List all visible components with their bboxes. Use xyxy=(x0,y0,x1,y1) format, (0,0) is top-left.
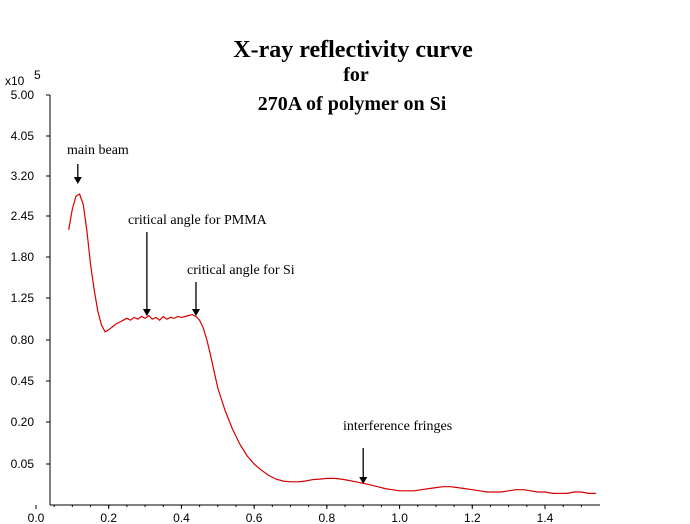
y-tick-label: 0.05 xyxy=(11,457,35,471)
x-tick-label: 0.0 xyxy=(28,511,45,524)
annotation-arrow-head xyxy=(191,309,200,316)
chart-title-line-1: X-ray reflectivity curve xyxy=(233,37,473,63)
y-tick-label: 0.20 xyxy=(11,415,35,429)
y-tick-label: 3.20 xyxy=(11,169,35,183)
x-tick-label: 1.2 xyxy=(464,511,481,524)
x-axis-ticks: 0.0 0.2 0.4 0.6 0.8 1.0 1.2 1.4 xyxy=(28,505,582,524)
x-tick-label: 1.0 xyxy=(391,511,408,524)
y-multiplier-label: x10 xyxy=(5,74,25,88)
y-tick-label: 1.80 xyxy=(11,250,35,264)
annotation-arrow-head xyxy=(359,477,368,484)
x-tick-label: 0.6 xyxy=(246,511,263,524)
chart-title-line-2: for xyxy=(343,64,369,86)
chart-title-line-3: 270A of polymer on Si xyxy=(258,93,447,115)
y-axis-ticks: 5.00 4.05 3.20 2.45 1.80 1.25 0.80 0.45 0.20 0.05 xyxy=(11,88,50,471)
y-tick-label: 5.00 xyxy=(11,88,35,102)
x-tick-label: 0.8 xyxy=(319,511,336,524)
series-line-reflectivity xyxy=(68,193,596,494)
y-tick-label: 0.80 xyxy=(11,333,35,347)
y-tick-label: 1.25 xyxy=(11,291,35,305)
annotation-label: interference fringes xyxy=(343,419,452,434)
annotation-arrow-head xyxy=(142,309,151,316)
x-tick-label: 0.2 xyxy=(100,511,117,524)
x-tick-label: 0.4 xyxy=(173,511,190,524)
x-tick-label: 1.4 xyxy=(537,511,554,524)
y-tick-label: 2.45 xyxy=(11,209,35,223)
annotation-arrow-head xyxy=(73,177,82,184)
annotation-label: main beam xyxy=(67,143,129,158)
annotation-label: critical angle for Si xyxy=(187,263,295,278)
annotations: main beam critical angle for PMMA critical… xyxy=(67,143,452,484)
annotation-label: critical angle for PMMA xyxy=(128,213,268,228)
y-multiplier-exponent: 5 xyxy=(34,68,41,82)
y-tick-label: 0.45 xyxy=(11,374,35,388)
y-tick-label: 4.05 xyxy=(11,129,35,143)
